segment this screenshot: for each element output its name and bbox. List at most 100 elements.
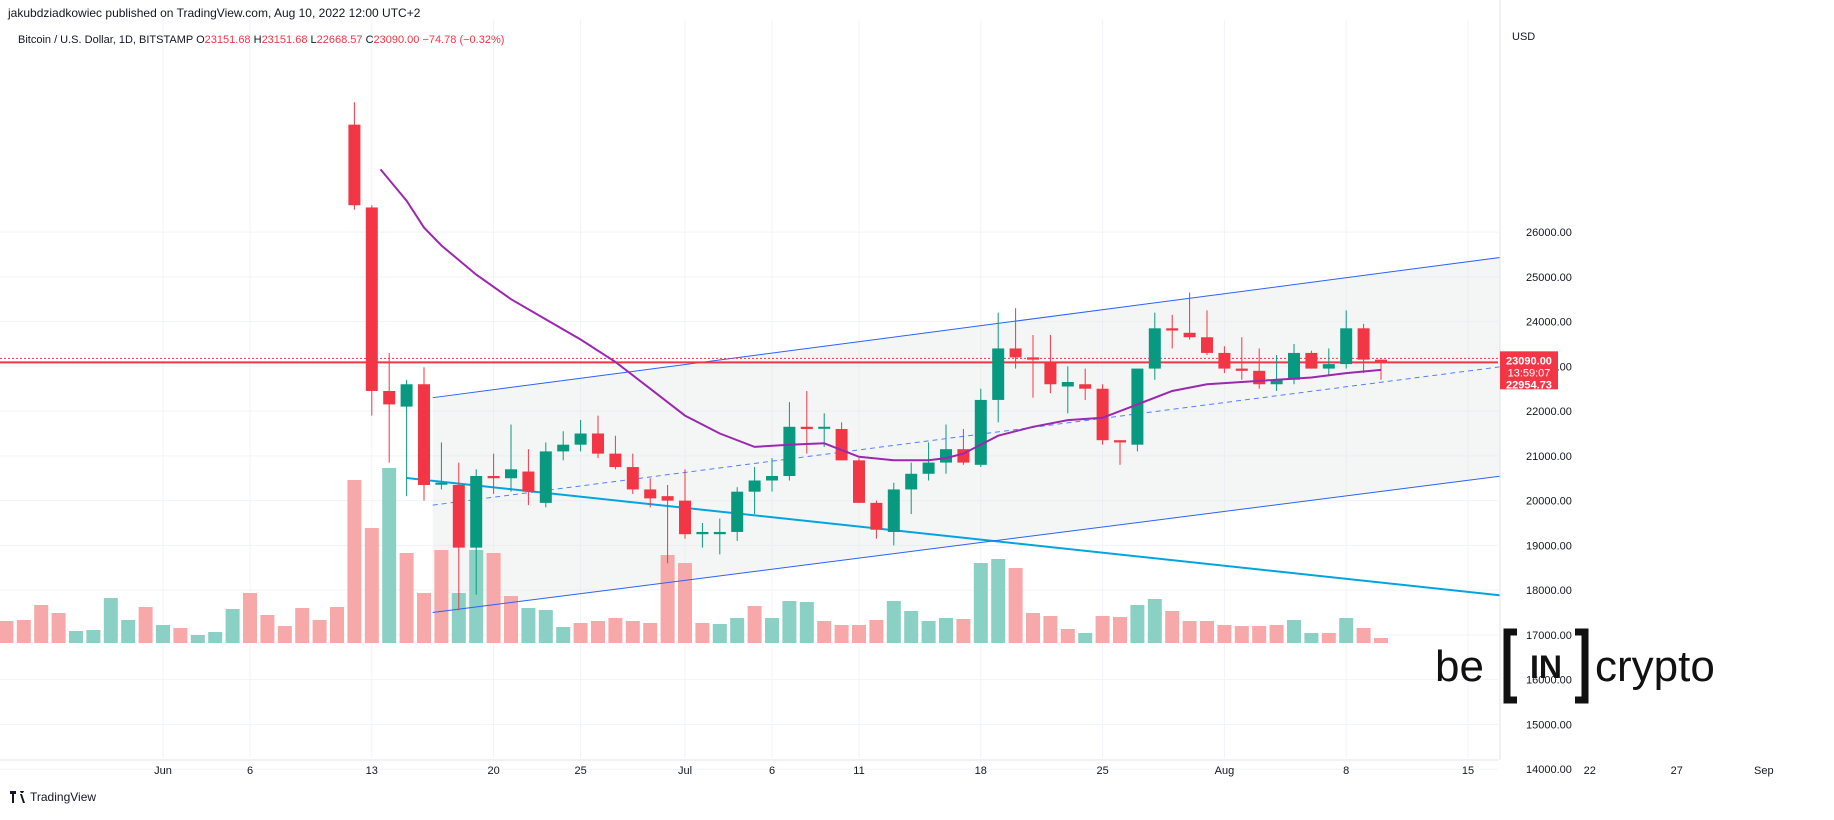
- y-tick-label: 20000.00: [1526, 496, 1572, 508]
- candle-body: [522, 471, 535, 492]
- candle-body: [1305, 352, 1318, 369]
- volume-bar: [504, 596, 518, 643]
- candle-body: [452, 484, 465, 548]
- volume-bar: [1234, 626, 1249, 643]
- volume-bar: [730, 618, 745, 643]
- symbol-name: Bitcoin / U.S. Dollar, 1D, BITSTAMP: [18, 34, 194, 46]
- tradingview-label: TradingView: [30, 790, 97, 804]
- candle-body: [1114, 440, 1126, 443]
- ohlc-l: L22668.57: [310, 34, 366, 46]
- volume-bar: [156, 625, 170, 643]
- volume-bar: [1147, 599, 1162, 643]
- volume-bar: [208, 632, 223, 643]
- volume-bar: [1374, 638, 1388, 643]
- candle-body: [1044, 361, 1057, 385]
- volume-bar: [138, 607, 153, 643]
- volume-bar: [364, 528, 379, 643]
- volume-bar: [417, 593, 431, 643]
- volume-bar: [469, 550, 484, 643]
- y-tick-label: 26000.00: [1526, 227, 1572, 239]
- volume-bar: [1356, 628, 1371, 643]
- candle-body: [922, 462, 935, 474]
- moving-average-line[interactable]: [379, 168, 1382, 462]
- candle-body: [1166, 328, 1179, 331]
- volume-bar: [643, 623, 658, 643]
- candle-body: [679, 500, 691, 535]
- volume-bar: [1182, 621, 1197, 643]
- candle-body: [713, 531, 726, 535]
- volume-bar: [16, 620, 31, 643]
- candle-body: [905, 473, 918, 490]
- volume-bar: [1304, 633, 1319, 643]
- x-tick-label: 18: [975, 765, 987, 777]
- x-tick-label: Jul: [678, 765, 692, 777]
- candle-body: [1322, 364, 1335, 369]
- x-tick-label: 11: [853, 765, 864, 777]
- y-tick-label: 19000.00: [1526, 540, 1572, 552]
- volume-bar: [852, 625, 866, 643]
- candle-body: [783, 426, 796, 477]
- logo-bracket-box: [1503, 628, 1589, 704]
- channel-mid-line[interactable]: [432, 345, 1660, 506]
- volume-bar: [451, 593, 466, 643]
- volume-bar: [556, 627, 571, 643]
- candle-body: [661, 496, 674, 501]
- channel-upper-line[interactable]: [432, 236, 1660, 399]
- ohlc-values: O23151.68 H23151.68 L22668.57 C23090.00: [196, 34, 422, 46]
- candle-body: [940, 449, 952, 463]
- volume-trendline[interactable]: [406, 477, 1712, 619]
- candle-body: [1079, 384, 1092, 389]
- volume-bar: [817, 621, 832, 643]
- volume-bar: [399, 553, 414, 643]
- volume-bar: [260, 615, 275, 643]
- candle-body: [1183, 332, 1196, 338]
- y-tick-label: 17000.00: [1526, 630, 1572, 642]
- price-axis-bg: [1500, 0, 1834, 815]
- volume-bar: [173, 628, 188, 643]
- volume-bar: [956, 619, 971, 643]
- volume-bar: [921, 621, 936, 643]
- volume-bar: [69, 631, 83, 643]
- volume-bar: [86, 630, 101, 643]
- candle-body: [1131, 368, 1144, 445]
- volume-bar: [295, 608, 310, 643]
- price-tag-bg: [1500, 351, 1558, 390]
- x-tick-label: Jun: [154, 765, 172, 777]
- candle-body: [696, 531, 709, 535]
- candle-body: [418, 384, 430, 485]
- x-tick-label: 6: [247, 765, 253, 777]
- volume-bar: [103, 598, 118, 643]
- candle-body: [400, 384, 413, 407]
- candle-body: [505, 469, 517, 479]
- volume-bar: [591, 621, 605, 643]
- candle-body: [574, 433, 587, 445]
- volume-bar: [573, 623, 588, 643]
- y-tick-label: 14000.00: [1526, 764, 1572, 776]
- volume-bar: [1043, 616, 1058, 643]
- logo-in: IN: [1530, 649, 1562, 685]
- candle-body: [1009, 348, 1022, 358]
- channel-lower-line[interactable]: [432, 455, 1660, 614]
- volume-bar: [782, 601, 797, 643]
- x-tick-label: 25: [574, 765, 586, 777]
- volume-bar: [1252, 626, 1267, 643]
- volume-bar: [34, 605, 49, 643]
- x-tick-label: 20: [487, 765, 499, 777]
- volume-bar: [886, 601, 901, 643]
- candle-body: [870, 502, 883, 530]
- candle-body: [348, 124, 361, 206]
- beincrypto-logo: be IN crypto: [1435, 626, 1755, 711]
- candle-body: [1201, 337, 1213, 353]
- tradingview-logo-icon: [10, 791, 25, 803]
- candle-body: [609, 453, 622, 468]
- ma-price-label: 22954.73: [1506, 379, 1552, 391]
- volume-bar: [1269, 625, 1284, 643]
- volume-bar: [765, 618, 779, 643]
- tradingview-brand[interactable]: TradingView: [10, 790, 96, 804]
- volume-bar: [973, 563, 988, 643]
- volume-bar: [225, 609, 240, 643]
- candle-body: [1375, 359, 1387, 363]
- x-tick-label: 13: [366, 765, 378, 777]
